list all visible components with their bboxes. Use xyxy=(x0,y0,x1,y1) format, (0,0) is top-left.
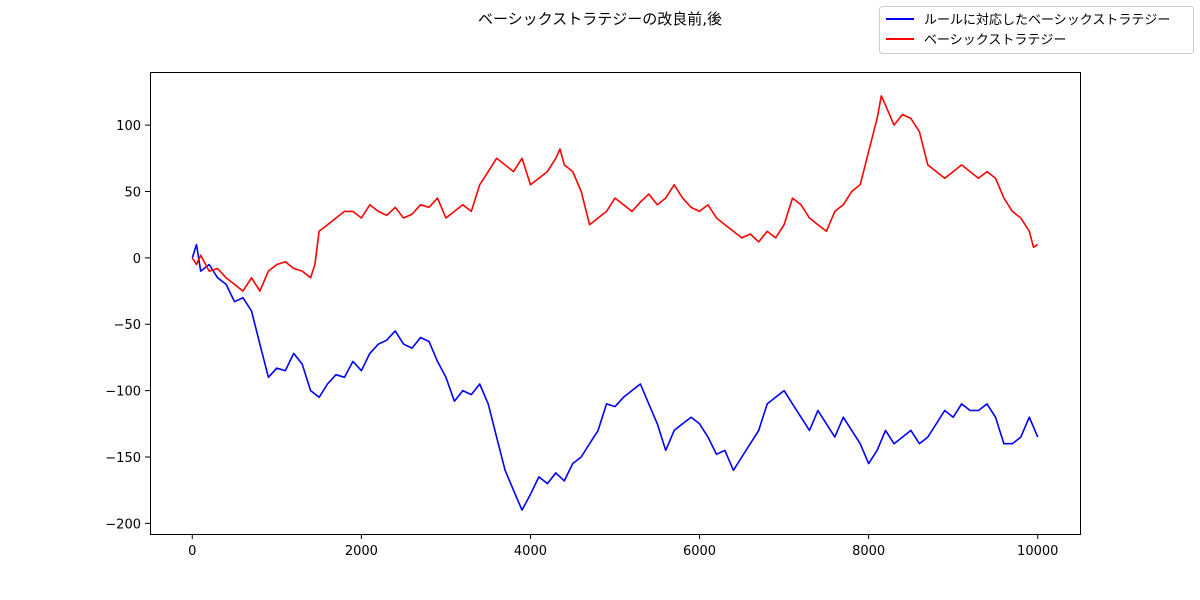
legend: ルールに対応したベーシックストラテジー ベーシックストラテジー xyxy=(879,6,1194,54)
legend-label-rule-basic-strategy: ルールに対応したベーシックストラテジー xyxy=(924,13,1170,28)
series-line-1 xyxy=(191,95,1039,292)
x-tick-label: 6000 xyxy=(683,544,716,559)
y-tick-label: 100 xyxy=(116,119,141,134)
y-tick-label: 0 xyxy=(133,252,141,267)
x-tick-label: 10000 xyxy=(1017,544,1058,559)
y-tick-label: −200 xyxy=(105,517,141,532)
y-tick-label: −150 xyxy=(105,451,141,466)
series-line-0 xyxy=(191,243,1039,511)
y-tick-label: −100 xyxy=(105,385,141,400)
chart-title: ベーシックストラテジーの改良前,後 xyxy=(478,10,722,28)
x-axis: 0 2000 4000 6000 8000 10000 xyxy=(188,534,1058,559)
y-axis: 100 50 0 −50 −100 −150 −200 xyxy=(105,119,150,532)
legend-box xyxy=(879,6,1194,54)
x-tick-label: 4000 xyxy=(514,544,547,559)
y-tick-label: −50 xyxy=(114,318,141,333)
axes-frame xyxy=(150,72,1081,535)
plot-area xyxy=(191,95,1039,511)
y-tick-label: 50 xyxy=(124,185,141,200)
legend-label-basic-strategy: ベーシックストラテジー xyxy=(924,33,1066,48)
x-tick-label: 0 xyxy=(188,544,196,559)
x-tick-label: 2000 xyxy=(345,544,378,559)
x-tick-label: 8000 xyxy=(852,544,885,559)
